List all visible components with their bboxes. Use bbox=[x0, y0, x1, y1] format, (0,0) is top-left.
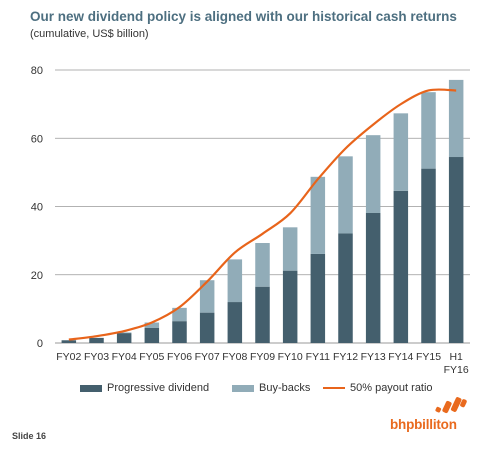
x-tick-label-1: FY03 bbox=[84, 351, 109, 363]
company-logo: bhpbilliton bbox=[390, 395, 490, 435]
x-tick-label-0: FY02 bbox=[56, 351, 81, 363]
y-axis-tick-labels: 0 20 40 60 80 bbox=[31, 65, 43, 350]
slide-number: Slide 16 bbox=[12, 431, 47, 441]
bar-dividend-13 bbox=[421, 168, 436, 343]
bar-buybacks-10 bbox=[338, 156, 353, 234]
x-tick-label-11: FY13 bbox=[361, 351, 386, 363]
legend-item-buybacks: Buy-backs bbox=[232, 382, 310, 394]
bar-dividend-3 bbox=[144, 327, 160, 343]
bar-buybacks-5 bbox=[199, 280, 215, 313]
bar-dividend-1 bbox=[89, 337, 104, 343]
chart-title: Our new dividend policy is aligned with … bbox=[30, 9, 457, 24]
x-tick-label-10: FY12 bbox=[333, 351, 358, 363]
y-tick-label-3: 60 bbox=[31, 133, 43, 145]
x-tick-label-12: FY14 bbox=[388, 351, 413, 363]
bar-buybacks-6 bbox=[227, 259, 243, 303]
bar-buybacks-8 bbox=[282, 227, 298, 271]
x-tick-label-6: FY08 bbox=[222, 351, 247, 363]
bar-dividend-0 bbox=[61, 340, 77, 343]
x-tick-label-13: FY15 bbox=[416, 351, 441, 363]
y-tick-label-2: 40 bbox=[31, 202, 43, 214]
bar-dividend-11 bbox=[365, 212, 381, 343]
bar-buybacks-2 bbox=[116, 332, 132, 334]
legend-label-dividend: Progressive dividend bbox=[107, 382, 210, 394]
bar-buybacks-4 bbox=[172, 307, 187, 322]
bar-dividend-5 bbox=[199, 312, 215, 343]
x-tick-label-8: FY10 bbox=[278, 351, 303, 363]
legend-label-payout: 50% payout ratio bbox=[350, 382, 433, 394]
legend-item-payout: 50% payout ratio bbox=[323, 382, 433, 394]
legend-swatch-dividend bbox=[80, 384, 102, 392]
bar-dividend-9 bbox=[310, 253, 326, 343]
payout-line-layer bbox=[68, 88, 457, 341]
logo-mark-icon bbox=[435, 397, 467, 414]
legend-swatch-buybacks bbox=[232, 384, 254, 392]
x-tick-label-14-1: FY16 bbox=[444, 364, 469, 376]
bar-dividend-4 bbox=[172, 321, 187, 343]
bar-dividend-8 bbox=[282, 270, 298, 343]
x-tick-label-5: FY07 bbox=[195, 351, 220, 363]
x-tick-label-4: FY06 bbox=[167, 351, 192, 363]
bar-buybacks-3 bbox=[144, 322, 160, 328]
x-tick-label-7: FY09 bbox=[250, 351, 275, 363]
bar-dividend-10 bbox=[338, 233, 353, 343]
legend-swatch-payout-line bbox=[323, 387, 345, 390]
bars bbox=[61, 79, 464, 343]
x-tick-label-2: FY04 bbox=[112, 351, 137, 363]
legend-item-dividend: Progressive dividend bbox=[80, 382, 209, 394]
bar-dividend-14 bbox=[448, 157, 464, 343]
bar-dividend-7 bbox=[255, 286, 270, 343]
bar-buybacks-12 bbox=[393, 113, 409, 191]
x-tick-label-9: FY11 bbox=[306, 351, 330, 363]
x-axis-tick-labels: FY02 FY03 FY04 FY05 FY06 FY07 FY08 FY09 FY10 FY11… bbox=[56, 351, 469, 376]
chart-subtitle: (cumulative, US$ billion) bbox=[30, 28, 149, 40]
bar-dividend-2 bbox=[116, 333, 132, 343]
x-tick-label-14-0: H1 bbox=[449, 351, 463, 363]
bar-buybacks-13 bbox=[421, 92, 436, 169]
bar-dividend-6 bbox=[227, 302, 243, 343]
payout-ratio-line bbox=[68, 88, 457, 341]
bar-buybacks-14 bbox=[448, 79, 464, 158]
y-tick-label-0: 0 bbox=[37, 338, 43, 350]
y-tick-label-4: 80 bbox=[31, 65, 43, 77]
bar-buybacks-11 bbox=[365, 135, 381, 213]
bar-buybacks-9 bbox=[310, 176, 326, 254]
y-tick-label-1: 20 bbox=[31, 270, 43, 282]
legend-label-buybacks: Buy-backs bbox=[259, 382, 311, 394]
bar-buybacks-7 bbox=[255, 243, 270, 287]
logo-text: bhpbilliton bbox=[390, 417, 457, 432]
x-tick-label-3: FY05 bbox=[139, 351, 164, 363]
bar-dividend-12 bbox=[393, 190, 409, 343]
